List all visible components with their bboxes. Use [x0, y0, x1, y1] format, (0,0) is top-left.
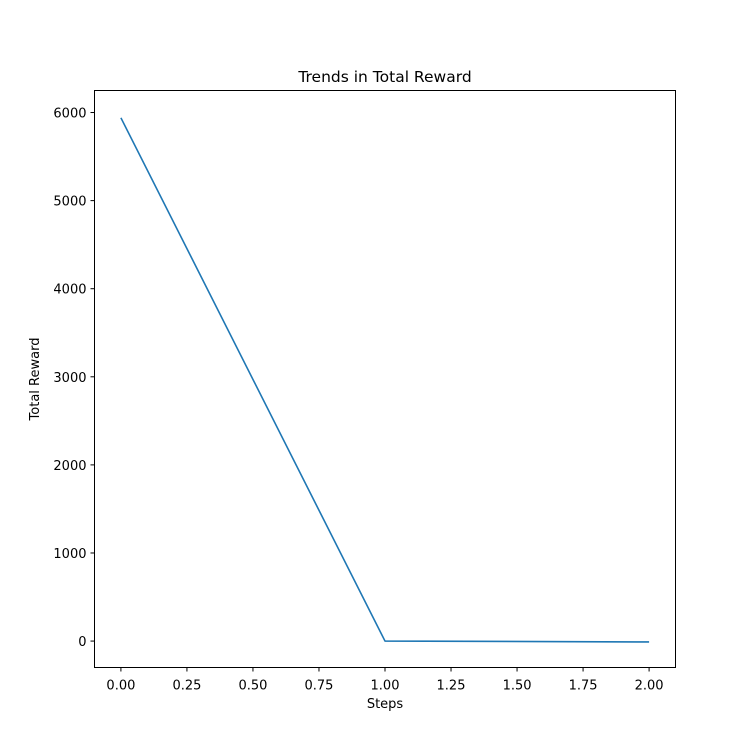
x-tick-label: 1.50: [503, 679, 532, 694]
x-tick-label: 0.75: [305, 679, 334, 694]
y-tick-label: 5000: [53, 195, 86, 210]
chart-title: Trends in Total Reward: [297, 68, 471, 86]
series-line-0: [120, 117, 650, 643]
x-tick-label: 0.25: [172, 679, 201, 694]
y-tick-label: 1000: [53, 547, 86, 562]
x-tick-label: 1.75: [569, 679, 598, 694]
y-tick-label: 4000: [53, 283, 86, 298]
x-tick-label: 0.50: [238, 679, 267, 694]
y-tick-label: 2000: [53, 459, 86, 474]
x-tick-label: 0.00: [106, 679, 135, 694]
y-axis-ticks: 0 1000 2000 3000 4000 5000 6000: [53, 107, 95, 650]
x-axis-ticks: 0.00 0.25 0.50 0.75 1.00 1.25 1.50 1.75 2.00: [106, 667, 664, 694]
x-tick-label: 1.25: [437, 679, 466, 694]
y-tick-label: 0: [78, 635, 86, 650]
x-axis-label: Steps: [367, 697, 404, 712]
y-tick-label: 6000: [53, 107, 86, 122]
y-tick-label: 3000: [53, 371, 86, 386]
x-tick-label: 1.00: [371, 679, 400, 694]
y-axis-label: Total Reward: [28, 338, 43, 422]
x-tick-label: 2.00: [635, 679, 664, 694]
plot-area: [120, 117, 650, 643]
